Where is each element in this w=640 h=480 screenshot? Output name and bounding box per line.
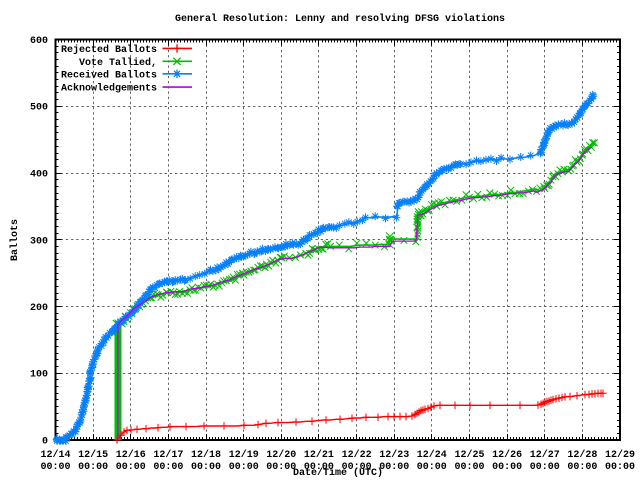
svg-text:Acknowledgements: Acknowledgements <box>61 83 157 95</box>
svg-text:400: 400 <box>30 170 48 181</box>
svg-text:General Resolution: Lenny and: General Resolution: Lenny and resolving … <box>175 13 505 25</box>
svg-text:100: 100 <box>30 370 48 381</box>
svg-text:00:00: 00:00 <box>454 462 484 473</box>
svg-text:12/27: 12/27 <box>530 449 560 461</box>
svg-text:12/29: 12/29 <box>605 449 635 461</box>
svg-text:00:00: 00:00 <box>342 462 372 473</box>
svg-text:Received Ballots: Received Ballots <box>61 69 157 81</box>
svg-text:00:00: 00:00 <box>379 462 409 473</box>
svg-text:12/25: 12/25 <box>454 449 484 461</box>
svg-text:00:00: 00:00 <box>78 462 108 473</box>
svg-text:12/23: 12/23 <box>379 449 409 461</box>
svg-text:12/24: 12/24 <box>417 449 447 461</box>
svg-text:00:00: 00:00 <box>191 462 221 473</box>
svg-text:12/14: 12/14 <box>40 449 70 461</box>
svg-text:500: 500 <box>30 103 48 114</box>
svg-text:00:00: 00:00 <box>304 462 334 473</box>
svg-text:00:00: 00:00 <box>567 462 597 473</box>
svg-text:600: 600 <box>30 36 48 47</box>
svg-text:12/15: 12/15 <box>78 449 108 461</box>
svg-text:12/21: 12/21 <box>304 449 334 461</box>
svg-text:12/20: 12/20 <box>266 449 296 461</box>
svg-text:00:00: 00:00 <box>40 462 70 473</box>
svg-text:00:00: 00:00 <box>266 462 296 473</box>
svg-text:12/19: 12/19 <box>229 449 259 461</box>
svg-text:00:00: 00:00 <box>492 462 522 473</box>
svg-text:Ballots: Ballots <box>9 219 21 261</box>
svg-text:12/22: 12/22 <box>342 449 372 461</box>
svg-text:12/18: 12/18 <box>191 449 221 461</box>
svg-text:12/28: 12/28 <box>567 449 597 461</box>
svg-text:Rejected Ballots: Rejected Ballots <box>61 44 157 56</box>
svg-text:12/26: 12/26 <box>492 449 522 461</box>
svg-text:00:00: 00:00 <box>116 462 146 473</box>
svg-text:300: 300 <box>30 236 48 247</box>
svg-text:Date/Time (UTC): Date/Time (UTC) <box>293 467 383 479</box>
svg-text:00:00: 00:00 <box>417 462 447 473</box>
svg-text:12/17: 12/17 <box>153 449 183 461</box>
svg-text:Vote Tallied,: Vote Tallied, <box>79 57 157 69</box>
svg-text:12/16: 12/16 <box>116 449 146 461</box>
svg-text:00:00: 00:00 <box>153 462 183 473</box>
svg-text:200: 200 <box>30 303 48 314</box>
svg-text:00:00: 00:00 <box>605 462 635 473</box>
svg-text:0: 0 <box>42 437 48 448</box>
svg-text:00:00: 00:00 <box>530 462 560 473</box>
svg-text:00:00: 00:00 <box>229 462 259 473</box>
